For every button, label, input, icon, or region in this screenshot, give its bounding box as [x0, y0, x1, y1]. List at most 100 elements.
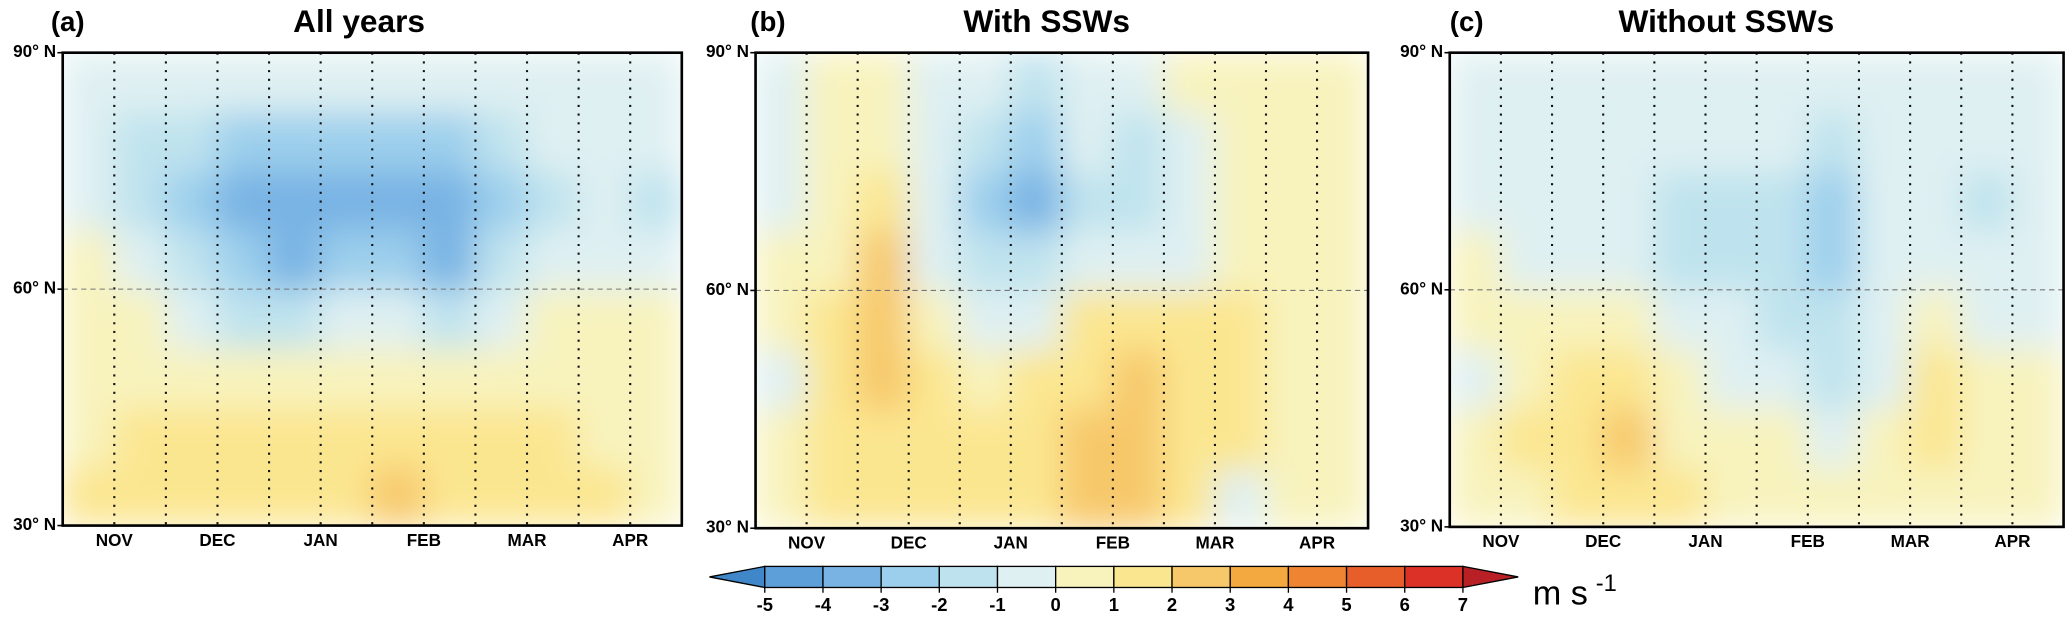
panel-label: (c)	[1450, 6, 1484, 37]
field-cell	[1960, 229, 2014, 291]
x-tick-label: JAN	[994, 534, 1028, 553]
field-cell	[1755, 52, 1809, 113]
field	[755, 52, 1369, 529]
field-cell	[908, 170, 961, 232]
field-cell	[62, 111, 115, 172]
field-cell	[1704, 229, 1758, 291]
colorbar-segment	[1287, 565, 1348, 589]
colorbar-tick-label: 3	[1225, 594, 1235, 615]
field-cell	[1602, 229, 1656, 291]
field-cell	[577, 465, 631, 526]
field-cell	[1960, 466, 2014, 527]
field-cell	[1807, 229, 1860, 291]
field-cell	[1755, 407, 1809, 469]
field-cell	[1858, 52, 1911, 113]
x-tick-label: MAR	[1891, 532, 1930, 551]
field-cell	[805, 408, 859, 470]
field-cell	[1858, 466, 1911, 527]
field-cell	[423, 347, 477, 409]
field-cell	[165, 406, 219, 468]
field-cell	[577, 52, 631, 113]
field-cell	[1755, 289, 1809, 350]
field-cell	[1755, 229, 1809, 291]
field-cell	[1500, 111, 1553, 172]
colorbar-extend-high	[1462, 565, 1519, 589]
field-cell	[113, 465, 167, 526]
field-cell	[1112, 170, 1165, 232]
field-cell	[1449, 111, 1502, 172]
field-cell	[1551, 407, 1604, 469]
field-cell	[371, 170, 425, 231]
x-tick-label: APR	[1299, 534, 1335, 553]
field-cell	[1704, 348, 1758, 409]
field-cell	[113, 170, 167, 231]
field-cell	[856, 408, 910, 470]
field-cell	[526, 170, 580, 231]
field-cell	[1909, 170, 1962, 232]
field-cell	[423, 170, 477, 231]
field-cell	[320, 406, 373, 468]
field-cell	[1316, 349, 1369, 410]
field-cell	[423, 52, 477, 113]
colorbar-tick-label: -4	[815, 594, 832, 615]
field-cell	[1316, 52, 1369, 113]
y-tick-label: 60° N	[1400, 279, 1443, 298]
x-tick-label: FEB	[407, 531, 441, 550]
field-cell	[1909, 348, 1962, 409]
field-cell	[1602, 52, 1656, 113]
field-cell	[113, 52, 167, 113]
field-cell	[1653, 466, 1707, 527]
field-cell	[1061, 111, 1114, 173]
field-cell	[1500, 52, 1553, 113]
field-cell	[216, 170, 270, 231]
field-cell	[268, 465, 322, 526]
plot-frame	[61, 51, 684, 527]
field-cell	[1449, 466, 1502, 527]
field-cell	[268, 406, 322, 468]
field-cell	[216, 465, 270, 526]
colorbar-tick-label: -5	[757, 594, 773, 615]
colorbar-segment	[1345, 565, 1406, 589]
field-cell	[113, 347, 167, 409]
y-tick-label: 30° N	[706, 518, 749, 537]
field-cell	[1449, 289, 1502, 350]
field-cell	[1214, 52, 1267, 113]
x-tick-label: FEB	[1791, 532, 1825, 551]
field-cell	[1807, 111, 1860, 172]
field-cell	[1602, 348, 1656, 409]
field-cell	[1653, 229, 1707, 291]
field-cell	[856, 289, 910, 351]
field-cell	[1010, 289, 1063, 351]
x-tick-label: JAN	[304, 531, 338, 550]
field-cell	[1061, 52, 1114, 113]
field-cell	[959, 468, 1012, 529]
field-cell	[1704, 52, 1758, 113]
field-cell	[577, 229, 631, 290]
field-cell	[474, 170, 528, 231]
field-cell	[526, 52, 580, 113]
field-cell	[216, 52, 270, 113]
field-cell	[1061, 468, 1114, 529]
field-cell	[526, 347, 580, 409]
field-cell	[1214, 230, 1267, 292]
field-cell	[1316, 230, 1369, 292]
field-cell	[1551, 289, 1604, 350]
field-cell	[474, 465, 528, 526]
field-cell	[320, 52, 373, 113]
field-cell	[959, 52, 1012, 113]
field-cell	[1061, 230, 1114, 292]
field-cell	[1653, 170, 1707, 232]
field-cell	[1602, 170, 1656, 232]
field-cell	[755, 52, 808, 113]
colorbar-extend-low	[709, 565, 766, 589]
panel	[755, 52, 1369, 529]
field-cell	[62, 170, 115, 231]
colorbar-tick-label: 6	[1400, 594, 1410, 615]
field-cell	[2011, 407, 2064, 469]
field-cell	[1265, 468, 1318, 529]
field-cell	[1551, 466, 1604, 527]
field-cell	[908, 408, 961, 470]
field-cell	[1214, 111, 1267, 173]
field-cell	[1112, 52, 1165, 113]
